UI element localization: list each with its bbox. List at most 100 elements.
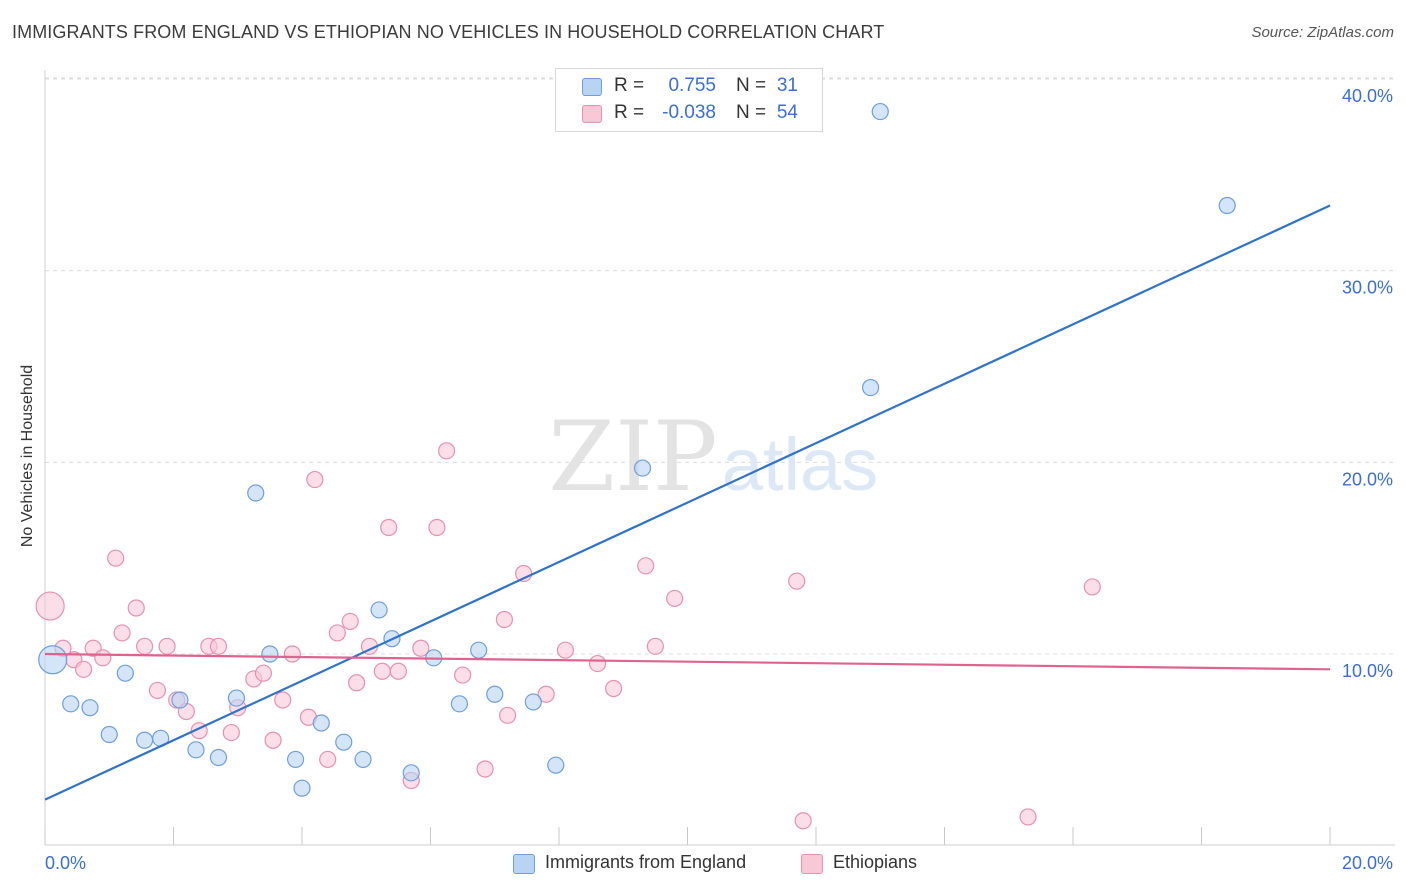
legend-label-ethiopians: Ethiopians: [833, 852, 918, 872]
legend-swatch-ethiopians: [582, 105, 602, 123]
y-tick-label: 20.0%: [1342, 469, 1393, 489]
england-trend-line: [44, 204, 1331, 801]
england-point: [862, 378, 880, 397]
ethiopian-point: [428, 518, 446, 537]
england-point: [116, 664, 134, 682]
watermark-atlas: atlas: [722, 423, 878, 506]
ethiopian-point: [495, 610, 513, 629]
legend-r-label: R =: [614, 75, 645, 96]
ethiopian-point: [74, 660, 93, 678]
ethiopian-point: [319, 750, 337, 769]
ethiopian-point: [1019, 808, 1037, 826]
ethiopian-point: [499, 706, 517, 724]
england-point: [312, 714, 330, 732]
ethiopian-point: [637, 557, 655, 575]
ethiopian-point: [222, 723, 240, 742]
y-tick-label: 40.0%: [1342, 86, 1393, 106]
england-point: [187, 741, 205, 759]
ethiopian-point: [646, 637, 664, 655]
ethiopian-point: [380, 518, 398, 537]
england-points: [38, 102, 1236, 797]
ethiopian-point: [794, 812, 812, 830]
legend-n-value: 31: [776, 75, 798, 96]
legend-swatch-ethiopians: [801, 854, 823, 874]
ethiopian-point: [158, 637, 176, 655]
ethiopian-point: [283, 645, 301, 663]
ethiopian-point: [437, 442, 456, 460]
ethiopian-point: [476, 760, 494, 778]
england-point: [135, 731, 154, 749]
x-tick-label: 0.0%: [45, 853, 86, 873]
ethiopian-point: [373, 662, 391, 680]
england-point: [38, 645, 68, 675]
england-point: [354, 750, 372, 769]
england-point: [209, 748, 228, 767]
series-legend: Immigrants from England Ethiopians: [0, 852, 1406, 878]
correlation-legend: R = 0.755 N = 31 R = -0.038 N = 54: [555, 68, 823, 132]
gridlines: [45, 77, 1395, 655]
ethiopian-point: [348, 674, 366, 692]
ethiopian-point: [264, 731, 282, 749]
england-point: [100, 725, 118, 744]
ethiopian-point: [389, 662, 407, 680]
ethiopian-point: [341, 612, 359, 631]
legend-n-label: N =: [736, 102, 767, 123]
ethiopian-point: [254, 664, 273, 682]
england-point: [486, 685, 504, 703]
ethiopian-point: [537, 685, 555, 703]
england-point: [470, 641, 488, 659]
ethiopian-point: [588, 654, 607, 673]
ethiopian-point: [274, 691, 292, 709]
ethiopians-trend-line: [44, 652, 1331, 671]
ethiopian-point: [454, 666, 472, 684]
ethiopian-point: [556, 641, 575, 659]
england-point: [871, 102, 889, 121]
ethiopian-point: [666, 589, 684, 608]
england-point: [633, 459, 652, 477]
england-point: [62, 695, 80, 713]
legend-swatch-england: [582, 78, 602, 96]
england-point: [402, 764, 420, 782]
ethiopian-point: [1083, 578, 1101, 596]
england-point: [81, 699, 99, 717]
ethiopian-point: [412, 639, 430, 657]
england-point: [227, 689, 246, 707]
england-point: [1218, 196, 1236, 215]
y-tick-label: 10.0%: [1342, 661, 1393, 681]
ethiopian-point: [209, 637, 228, 655]
ethiopian-point: [788, 572, 806, 590]
ethiopian-point: [35, 591, 65, 621]
england-point: [370, 601, 388, 619]
legend-r-value: 0.755: [668, 75, 716, 96]
ethiopian-point: [328, 624, 346, 642]
ethiopian-point: [127, 599, 145, 617]
legend-r-value: -0.038: [662, 102, 716, 123]
england-point: [171, 691, 189, 709]
legend-n-label: N =: [736, 75, 767, 96]
ethiopian-point: [605, 679, 623, 698]
england-point: [524, 693, 542, 711]
england-point: [450, 695, 469, 713]
tick-labels: 10.0% 20.0% 30.0% 40.0% 0.0% 20.0%: [45, 86, 1393, 873]
legend-label-england: Immigrants from England: [545, 852, 747, 872]
england-point: [547, 756, 565, 774]
england-point: [286, 750, 305, 769]
ethiopian-point: [306, 470, 324, 489]
legend-n-value: 54: [776, 102, 798, 123]
y-tick-label: 30.0%: [1342, 278, 1393, 298]
ethiopian-point: [113, 624, 131, 642]
ethiopian-point: [107, 549, 125, 567]
chart-title: IMMIGRANTS FROM ENGLAND VS ETHIOPIAN NO …: [12, 22, 885, 42]
ethiopian-point: [148, 681, 167, 700]
legend-r-label: R =: [614, 102, 645, 123]
source-credit: Source: ZipAtlas.com: [1251, 24, 1394, 41]
england-point: [247, 484, 265, 502]
ethiopian-point: [135, 637, 154, 655]
watermark: ZIP atlas: [548, 401, 878, 513]
axes: [44, 70, 1395, 846]
england-point: [261, 645, 279, 663]
trend-lines: [44, 204, 1331, 801]
england-point: [293, 779, 311, 797]
england-point: [335, 733, 353, 751]
